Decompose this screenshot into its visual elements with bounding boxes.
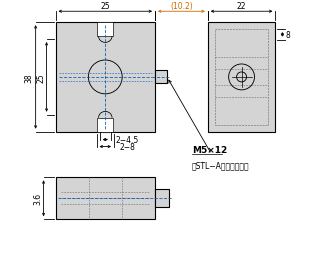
Text: 8: 8 (286, 31, 290, 40)
Bar (155, 189, 169, 208)
Bar (155, 71, 167, 84)
Text: 2−4.5: 2−4.5 (116, 136, 139, 145)
Text: (10.2): (10.2) (170, 2, 193, 11)
Text: 22: 22 (237, 2, 246, 11)
Bar (208, 23, 275, 132)
Bar (56, 178, 155, 219)
Text: 2−8: 2−8 (119, 142, 135, 151)
Text: M5×12: M5×12 (192, 145, 227, 154)
Text: 25: 25 (37, 73, 46, 82)
Bar (97, 118, 113, 132)
Text: （STL−Aクランプ用）: （STL−Aクランプ用） (192, 161, 249, 170)
Text: 25: 25 (100, 2, 110, 11)
Bar (56, 23, 155, 132)
Bar (97, 23, 113, 37)
Text: 38: 38 (25, 73, 33, 82)
Bar (215, 30, 269, 125)
Text: 3.6: 3.6 (33, 193, 43, 204)
